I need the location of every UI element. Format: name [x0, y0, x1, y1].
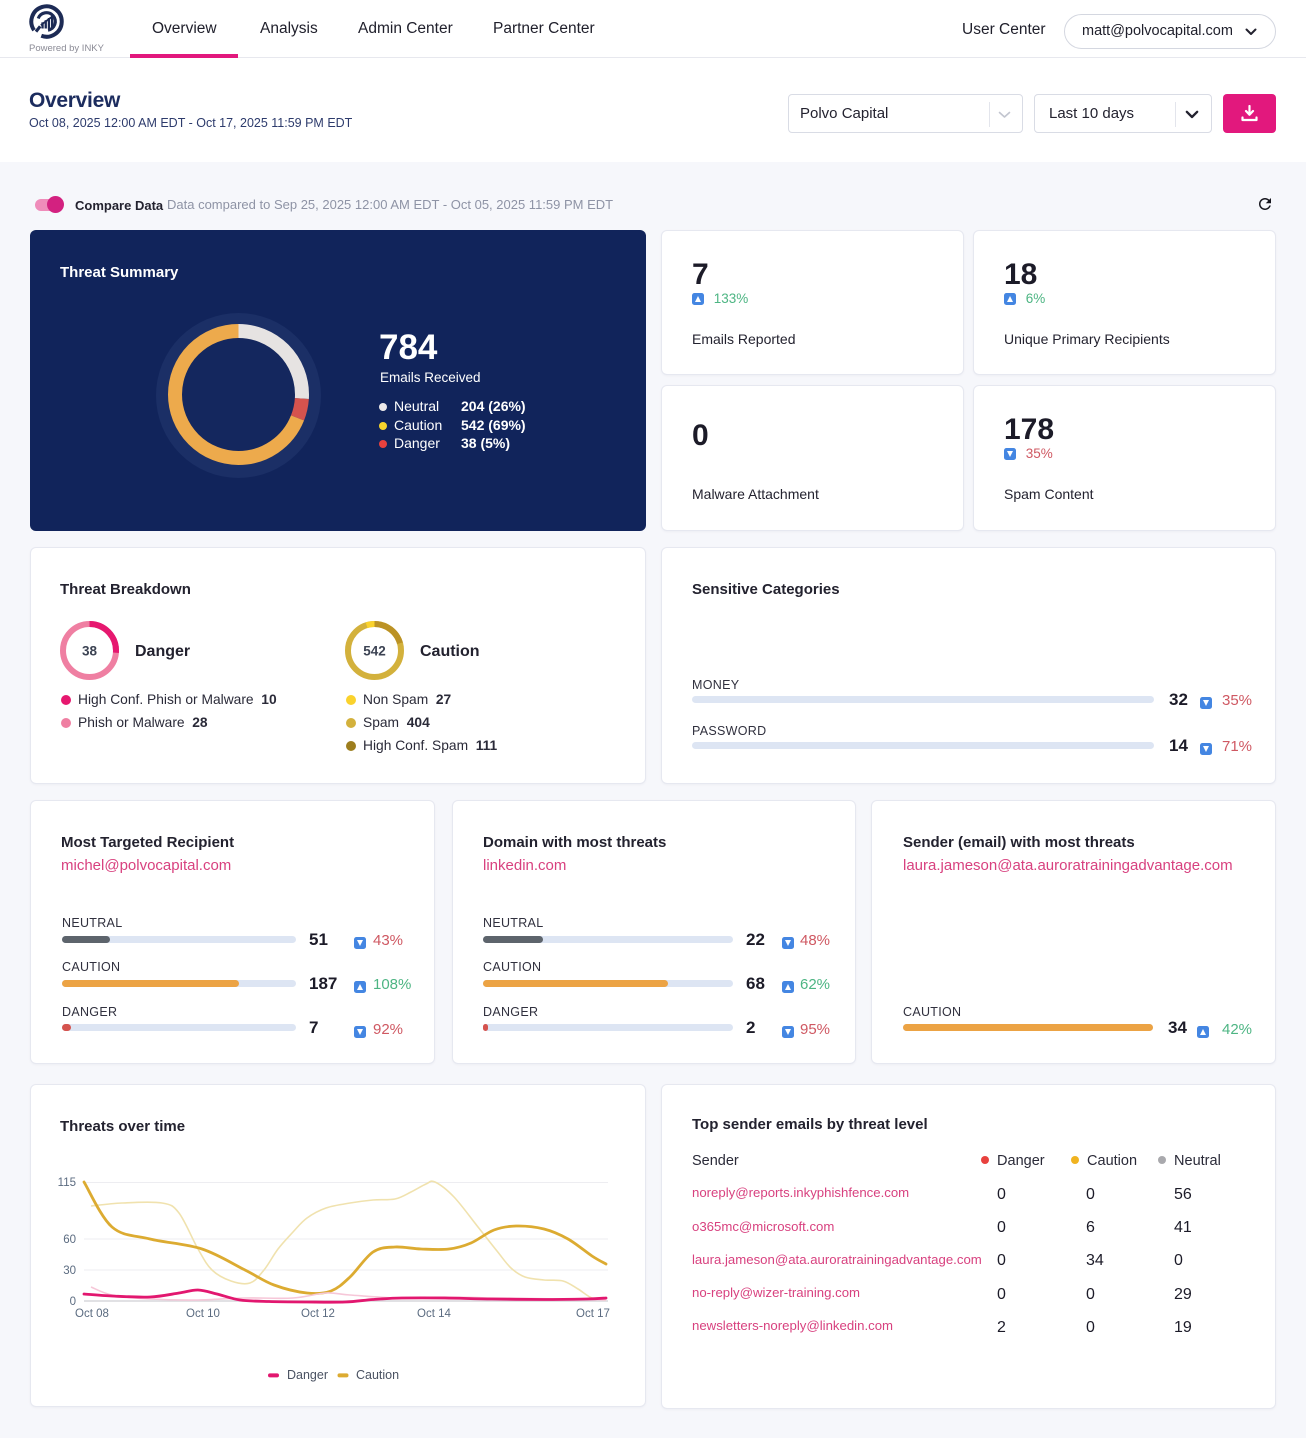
- svg-text:542: 542: [363, 644, 386, 659]
- svg-text:Oct 14: Oct 14: [417, 1308, 451, 1320]
- svg-text:Oct 12: Oct 12: [301, 1308, 335, 1320]
- svg-text:115: 115: [58, 1177, 76, 1189]
- svg-text:60: 60: [63, 1234, 76, 1246]
- svg-text:30: 30: [63, 1265, 76, 1277]
- svg-text:0: 0: [70, 1296, 76, 1308]
- svg-text:Oct 10: Oct 10: [186, 1308, 220, 1320]
- svg-text:38: 38: [82, 644, 98, 659]
- svg-text:Danger: Danger: [287, 1368, 328, 1382]
- svg-text:Oct 17: Oct 17: [576, 1308, 610, 1320]
- svg-text:Caution: Caution: [356, 1368, 399, 1382]
- svg-text:Oct 08: Oct 08: [75, 1308, 109, 1320]
